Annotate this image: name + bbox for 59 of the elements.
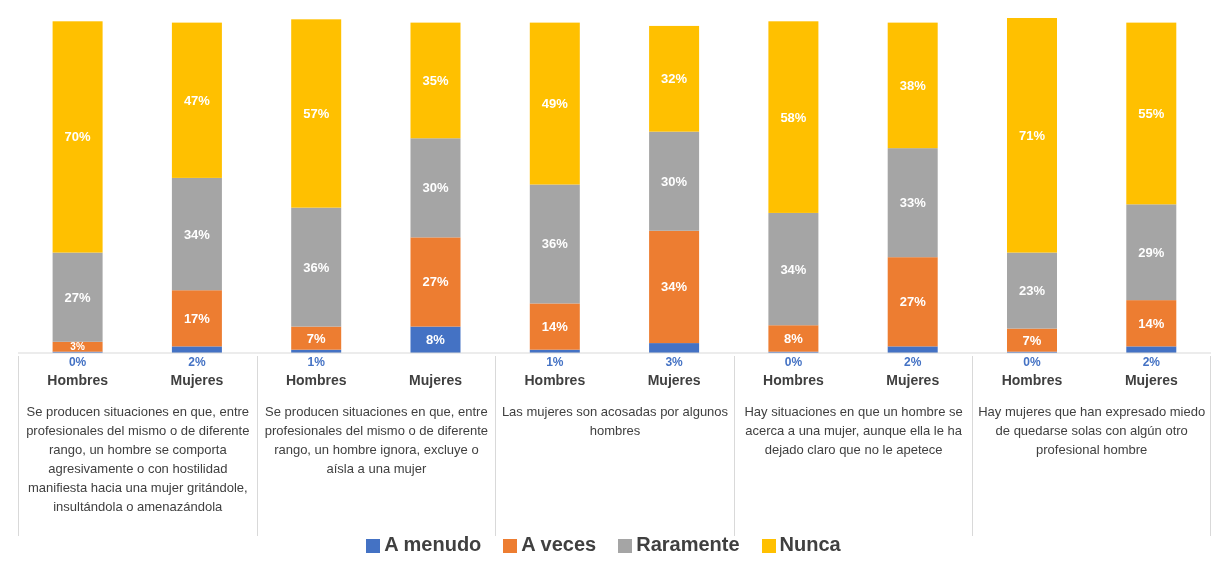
text: Hay situaciones en que un hombre se acerca a una mujer, aunque ella le ha dejado claro que no le apetece [743,403,964,459]
data-label: 57% [303,105,330,121]
data-label: 2% [188,355,206,369]
data-label: 1% [307,355,326,369]
x-tick-label: Mujeres [409,371,463,388]
x-tick-label: Hombres [763,371,824,388]
data-label: 27% [422,274,449,290]
data-label: 38% [899,77,927,93]
data-label: 34% [780,261,807,277]
data-label: 2% [904,355,922,369]
data-label: 8% [784,330,804,346]
data-label: 58% [780,109,807,125]
data-label: 0% [1023,355,1041,369]
data-label: 49% [541,96,569,112]
data-label: 3% [70,341,85,353]
x-tick-label: Hombres [524,371,586,388]
data-label: 33% [899,195,927,211]
data-label: 34% [661,279,688,295]
data-label: 36% [541,236,569,252]
data-label: 36% [303,259,330,275]
data-label: 55% [1138,105,1165,121]
data-label: 47% [183,92,211,108]
data-label: 30% [661,173,688,189]
data-label: 27% [899,294,927,310]
data-label: 35% [422,72,449,88]
data-label: 8% [426,332,446,348]
data-label: 0% [784,355,803,369]
x-tick-label: Hombres [285,371,347,388]
x-tick-label: Mujeres [170,371,224,388]
x-tick-label: Hombres [1001,371,1063,388]
data-label: 32% [661,71,688,87]
legend-label: Raramente [636,533,740,555]
text: Hay mujeres que han expresado miedo de quedarse solas con algún otro profesional hombre [977,403,1207,459]
data-label: 3% [665,355,684,369]
data-label: 17% [183,310,211,326]
legend-label: Nunca [779,533,841,555]
text: Las mujeres son acosadas por algunos hombres [500,403,730,440]
data-label: 0% [68,355,87,369]
text: Se producen situaciones en que, entre profesionales del mismo o de diferente rango, un hombre ignora, excluye o aísla a una mujer [263,403,490,478]
data-label: 14% [1138,315,1165,331]
legend-label: A menudo [384,533,482,555]
legend-label: A veces [521,533,597,555]
data-label: 71% [1018,127,1046,143]
x-tick-label: Mujeres [886,371,940,388]
data-label: 7% [306,330,327,346]
data-label: 29% [1138,244,1165,260]
data-label: 70% [64,129,92,145]
data-label: 27% [64,289,92,305]
data-label: 7% [1022,332,1042,348]
data-label: 34% [183,226,211,242]
data-label: 23% [1018,283,1046,299]
x-tick-label: Mujeres [1124,371,1179,388]
data-label: 14% [541,319,569,335]
x-tick-label: Hombres [47,371,109,388]
data-label: 2% [1142,355,1161,369]
data-label: 30% [422,180,449,196]
text: Se producen situaciones en que, entre profesionales del mismo o de diferente rango, un hombre se comporta agresivamente o con hostilidad manifiesta hacia una mujer gritándole, insultándola o amenazándola [25,403,251,516]
x-tick-label: Mujeres [647,371,701,388]
data-label: 1% [546,355,564,369]
